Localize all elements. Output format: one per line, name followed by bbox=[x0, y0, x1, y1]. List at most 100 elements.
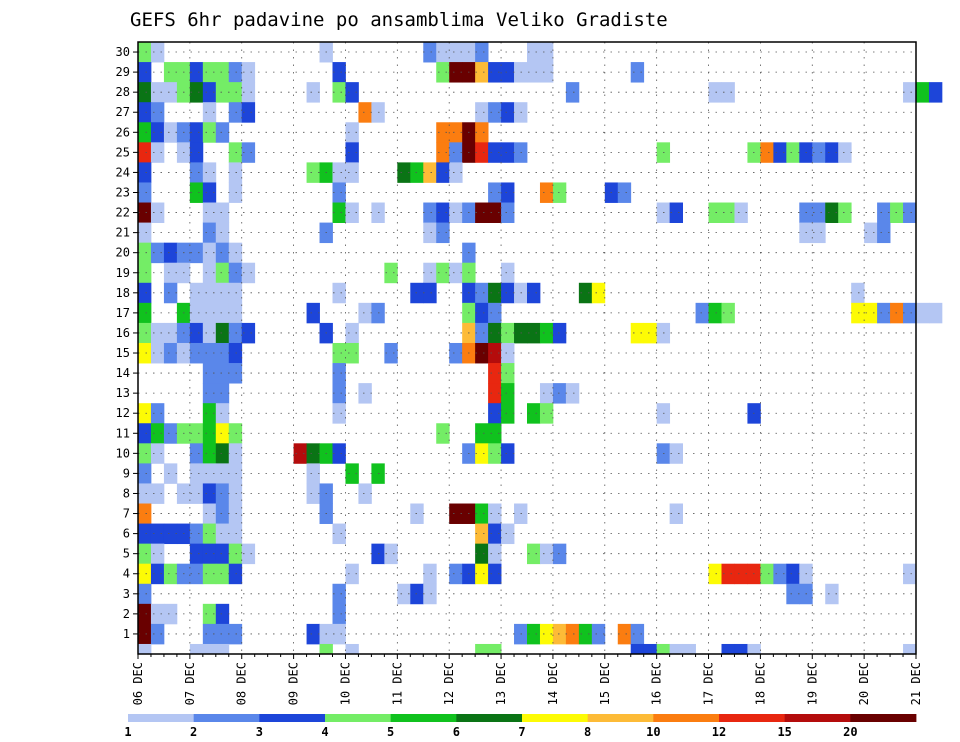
heatmap-cell bbox=[449, 563, 463, 585]
heatmap-cell bbox=[150, 142, 165, 163]
heatmap-cell bbox=[527, 403, 541, 424]
colorbar-label: 15 bbox=[777, 725, 791, 739]
y-tick-label: 15 bbox=[116, 346, 130, 360]
heatmap-cell bbox=[501, 383, 515, 404]
heatmap-cell bbox=[501, 342, 515, 364]
colorbar-swatch bbox=[325, 714, 392, 722]
y-tick-label: 17 bbox=[116, 306, 130, 320]
heatmap-cell bbox=[215, 563, 230, 585]
heatmap-cell bbox=[501, 443, 515, 464]
y-tick-label: 8 bbox=[123, 486, 130, 500]
heatmap-cell bbox=[215, 62, 230, 83]
heatmap-cell bbox=[202, 603, 217, 625]
y-tick-label: 18 bbox=[116, 286, 130, 300]
y-tick-label: 12 bbox=[116, 406, 130, 420]
heatmap-cell bbox=[215, 363, 230, 384]
heatmap-cell bbox=[423, 583, 437, 605]
heatmap-cell bbox=[345, 463, 359, 484]
heatmap-cell bbox=[539, 623, 554, 645]
heatmap-cell bbox=[215, 603, 230, 625]
heatmap-cell bbox=[488, 403, 502, 424]
heatmap-cell bbox=[138, 202, 152, 223]
heatmap-cell bbox=[449, 122, 463, 143]
heatmap-cell bbox=[643, 322, 658, 344]
heatmap-cell bbox=[215, 302, 230, 324]
heatmap-cell bbox=[436, 423, 450, 444]
heatmap-cell bbox=[721, 643, 735, 654]
heatmap-cell bbox=[345, 342, 359, 364]
heatmap-cell bbox=[734, 202, 748, 223]
heatmap-cell bbox=[773, 142, 787, 163]
heatmap-cell bbox=[436, 142, 450, 163]
heatmap-cell bbox=[812, 222, 826, 244]
heatmap-cell bbox=[630, 643, 645, 654]
heatmap-cell bbox=[539, 403, 554, 424]
heatmap-cell bbox=[215, 122, 230, 143]
heatmap-cell bbox=[488, 282, 502, 304]
heatmap-cell bbox=[332, 363, 346, 384]
colorbar-swatch bbox=[587, 714, 654, 722]
heatmap-cell bbox=[138, 242, 152, 264]
heatmap-cell bbox=[423, 563, 437, 585]
heatmap-cell bbox=[228, 623, 243, 645]
y-tick-label: 19 bbox=[116, 266, 130, 280]
heatmap-cell bbox=[150, 42, 165, 63]
heatmap-cell bbox=[228, 443, 243, 464]
heatmap-cell bbox=[539, 42, 554, 63]
heatmap-cell bbox=[163, 603, 178, 625]
heatmap-cell bbox=[306, 623, 320, 645]
heatmap-cell bbox=[202, 182, 217, 203]
y-tick-label: 24 bbox=[116, 165, 130, 179]
heatmap-cell bbox=[189, 162, 204, 183]
heatmap-cell bbox=[436, 62, 450, 83]
heatmap-cell bbox=[488, 383, 502, 404]
heatmap-cell bbox=[138, 503, 152, 524]
heatmap-cell bbox=[138, 643, 152, 654]
heatmap-cell bbox=[332, 62, 346, 83]
heatmap-cell bbox=[903, 643, 917, 654]
heatmap-cell bbox=[138, 623, 152, 645]
heatmap-cell bbox=[241, 62, 256, 83]
heatmap-cell bbox=[215, 242, 230, 264]
colorbar-label: 4 bbox=[321, 725, 328, 739]
heatmap-cell bbox=[864, 222, 878, 244]
heatmap-cell bbox=[163, 242, 178, 264]
heatmap-cell bbox=[202, 543, 217, 565]
heatmap-cell bbox=[189, 302, 204, 324]
heatmap-cell bbox=[501, 262, 515, 284]
heatmap-cell bbox=[721, 202, 735, 223]
heatmap-cell bbox=[228, 503, 243, 524]
heatmap-cell bbox=[163, 262, 178, 284]
heatmap-cell bbox=[591, 623, 606, 645]
heatmap-cell bbox=[488, 643, 502, 654]
heatmap-cell bbox=[488, 543, 502, 565]
heatmap-cell bbox=[630, 322, 645, 344]
heatmap-cell bbox=[864, 302, 878, 324]
heatmap-cell bbox=[682, 643, 696, 654]
x-tick-label: 10 DEC bbox=[338, 662, 352, 705]
y-tick-label: 16 bbox=[116, 326, 130, 340]
heatmap-cell bbox=[786, 563, 800, 585]
heatmap-cell bbox=[215, 222, 230, 244]
heatmap-cell bbox=[903, 82, 917, 103]
heatmap-cell bbox=[202, 322, 217, 344]
heatmap-cell bbox=[150, 403, 165, 424]
heatmap-cell bbox=[202, 102, 217, 123]
heatmap-cell bbox=[449, 202, 463, 223]
heatmap-cell bbox=[812, 202, 826, 223]
heatmap-cell bbox=[539, 322, 554, 344]
heatmap-cell bbox=[138, 523, 152, 545]
x-tick-label: 14 DEC bbox=[546, 662, 560, 705]
heatmap-cell bbox=[475, 563, 489, 585]
x-tick-label: 12 DEC bbox=[442, 662, 456, 705]
heatmap-cell bbox=[202, 563, 217, 585]
colorbar-label: 12 bbox=[712, 725, 726, 739]
heatmap-cell bbox=[488, 322, 502, 344]
heatmap-cell bbox=[189, 563, 204, 585]
heatmap-cell bbox=[241, 262, 256, 284]
heatmap-cell bbox=[202, 623, 217, 645]
heatmap-cell bbox=[591, 282, 606, 304]
heatmap-cell bbox=[436, 262, 450, 284]
heatmap-cell bbox=[552, 543, 567, 565]
heatmap-cell bbox=[163, 423, 178, 444]
